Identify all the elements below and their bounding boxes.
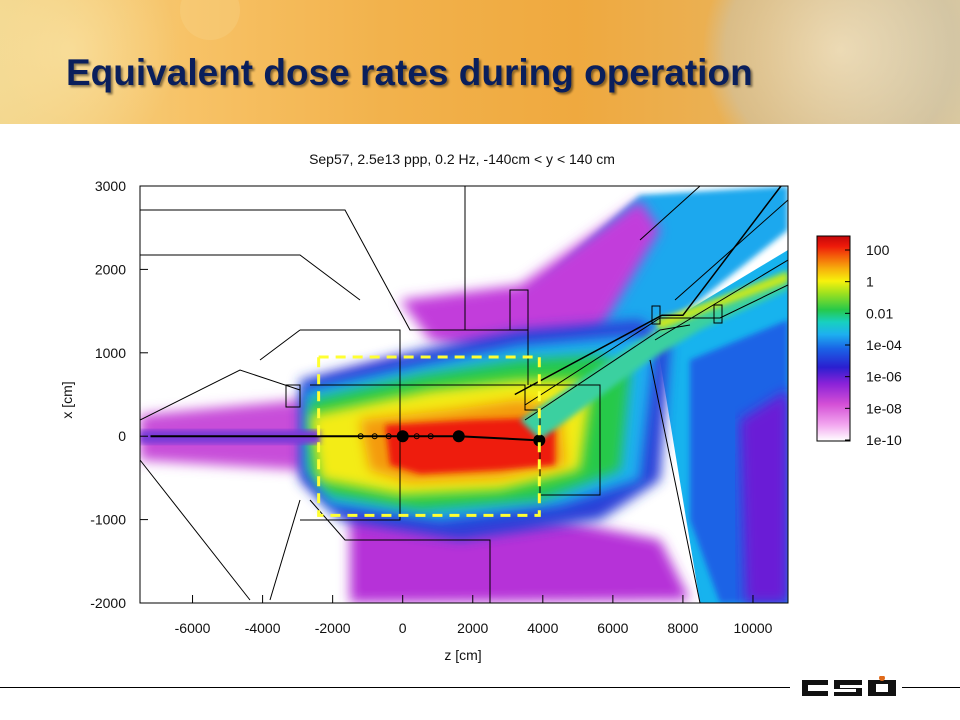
y-tick-label: 2000 [95,261,126,277]
beamline-element [533,434,546,447]
colorbar-label: 1 [866,274,874,290]
outline-magnet [651,305,661,325]
x-tick-label: 4000 [527,620,558,636]
title-banner: Equivalent dose rates during operation [0,0,960,124]
colorbar-gradient [816,235,851,442]
beamline-marker [371,433,378,440]
beamline-marker [385,433,392,440]
outline-magnet [713,304,723,324]
colorbar-label: 100 [866,242,890,258]
outline-diagonal-line2 [524,324,691,421]
colorbar: 100 1 0.01 1e-04 1e-06 1e-08 1e-10 [816,235,902,448]
x-axis: -6000 -4000 -2000 0 2000 4000 6000 8000 10000 [175,595,773,636]
beamline-diagonal [514,185,782,396]
outline-lower-wall [309,499,491,603]
heatmap-region-purple-arc [740,390,788,603]
beamline-marker [413,433,420,440]
dose-rate-chart: Sep57, 2.5e13 ppp, 0.2 Hz, -140cm < y < … [59,151,902,663]
outline-cave [259,329,401,521]
x-tick-label: -2000 [315,620,351,636]
heatmap-region-red [385,418,555,474]
x-tick-label: 2000 [457,620,488,636]
footer-rule [902,687,960,688]
banner-decoration [0,0,180,124]
colorbar-label: 1e-10 [866,432,902,448]
banner-decoration [180,0,240,40]
beamline-marker [427,433,434,440]
x-axis-label: z [cm] [444,647,481,663]
colorbar-label: 1e-08 [866,400,902,416]
y-tick-label: 1000 [95,345,126,361]
outline-left-hall [140,369,301,601]
dose-heatmap [140,186,788,603]
highlight-box [317,355,541,517]
footer-rule [0,687,790,688]
y-tick-label: 0 [118,428,126,444]
x-tick-label: 0 [399,620,407,636]
beamline-element [452,430,465,443]
chart-title: Sep57, 2.5e13 ppp, 0.2 Hz, -140cm < y < … [309,151,615,167]
beamline [150,185,782,447]
heatmap-region-beam-glow [520,270,788,440]
beamline-marker [357,433,364,440]
y-axis-label: x [cm] [59,381,75,418]
x-tick-label: -6000 [175,620,211,636]
beamline-element [396,430,409,443]
colorbar-label: 1e-06 [866,369,902,385]
colorbar-label: 1e-04 [866,337,902,353]
banner-decoration [700,0,960,124]
x-tick-label: 6000 [597,620,628,636]
outline-upper-wall-inner [140,254,361,301]
heatmap-region-beam-yellow [655,272,788,330]
outline-right-structure [639,186,788,603]
y-axis: -2000 -1000 0 1000 2000 3000 [90,178,148,611]
gsi-logo [802,676,896,696]
y-tick-label: -1000 [90,512,126,528]
x-tick-label: -4000 [245,620,281,636]
outline-magnet [509,289,529,331]
slide-title: Equivalent dose rates during operation [66,52,753,93]
outline-diagonal-line [524,284,788,406]
outline-box [285,384,301,408]
colorbar-label: 0.01 [866,305,893,321]
x-tick-label: 10000 [734,620,773,636]
y-tick-label: -2000 [90,595,126,611]
x-tick-label: 8000 [667,620,698,636]
y-tick-label: 3000 [95,178,126,194]
plot-frame [139,185,789,604]
